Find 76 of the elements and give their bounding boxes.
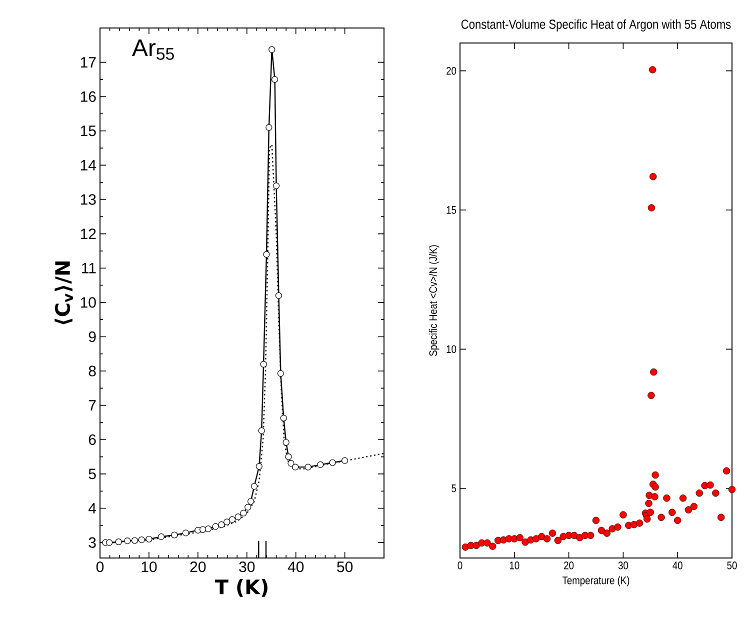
y-tick-label: 5 — [88, 468, 96, 480]
y-tick-label: 5 — [452, 484, 456, 492]
x-tick-label: 10 — [142, 562, 157, 572]
y-tick-label: 4 — [88, 503, 96, 514]
point — [200, 526, 206, 533]
point — [250, 482, 258, 490]
y-tick-label: 15 — [446, 206, 456, 214]
point — [228, 516, 236, 523]
point — [258, 427, 265, 434]
point — [248, 498, 254, 505]
point — [234, 514, 242, 520]
chart-title: Constant-Volume Specific Heat of Argon with 55 Atoms — [461, 19, 731, 32]
y-axis-title: Specific Heat <Cv>/N (J/K) — [428, 245, 440, 356]
y-tick-label: 9 — [88, 331, 96, 342]
point — [146, 536, 152, 542]
point — [182, 530, 189, 536]
point — [240, 510, 247, 516]
point — [285, 453, 292, 460]
x-tick-label: 40 — [672, 562, 682, 570]
y-tick-label: 14 — [80, 160, 96, 170]
point — [171, 532, 178, 538]
point — [342, 457, 348, 464]
point — [268, 46, 276, 53]
x-tick-label: 50 — [337, 562, 353, 572]
point — [138, 536, 145, 544]
point — [317, 461, 324, 468]
y-tick-label: 15 — [80, 126, 96, 136]
point — [256, 463, 262, 470]
point — [244, 504, 252, 511]
x-axis-title: T (K) — [214, 579, 268, 597]
x-tick-label: 30 — [618, 562, 628, 570]
y-tick-label: 20 — [446, 66, 456, 75]
point — [304, 464, 312, 470]
point — [212, 523, 219, 530]
point — [288, 460, 294, 467]
y-tick-label: 11 — [82, 262, 96, 274]
y-tick-label: 10 — [446, 345, 456, 354]
y-tick-label: 13 — [80, 194, 96, 205]
y-tick-label: 16 — [80, 91, 96, 102]
y-tick-label: 8 — [88, 366, 96, 376]
point — [224, 518, 230, 526]
point — [282, 439, 290, 446]
y-tick-label: 3 — [88, 537, 96, 548]
point — [260, 360, 267, 368]
point — [158, 533, 165, 540]
x-axis-title: Temperature (K) — [562, 576, 630, 586]
x-tick-label: 20 — [564, 562, 574, 570]
y-tick-label: 7 — [88, 400, 96, 410]
point — [277, 370, 284, 377]
x-tick-label: 0 — [458, 562, 462, 570]
point — [115, 538, 122, 546]
point — [329, 459, 336, 466]
x-tick-label: 30 — [239, 562, 255, 572]
y-tick-label: 12 — [80, 228, 96, 240]
point — [272, 182, 280, 190]
x-tick-label: 0 — [96, 562, 104, 572]
y-tick-label: 17 — [80, 57, 96, 68]
x-tick-label: 10 — [510, 562, 520, 570]
y-axis-title: ⟨C$_{v}$⟩/N — [54, 262, 73, 324]
point — [131, 537, 138, 544]
y-tick-label: 10 — [80, 297, 96, 308]
point — [266, 124, 272, 131]
point — [280, 414, 287, 422]
x-tick-label: 40 — [288, 562, 304, 572]
point — [292, 464, 299, 470]
y-tick-label: 6 — [88, 434, 96, 445]
point — [272, 76, 278, 83]
point — [275, 292, 282, 299]
point — [263, 251, 270, 258]
point — [204, 526, 212, 532]
point — [124, 538, 131, 544]
point — [218, 521, 225, 528]
x-tick-label: 20 — [190, 562, 206, 572]
point — [106, 539, 113, 546]
annotation: Ar$_{55}$ — [132, 39, 174, 60]
x-tick-label: 50 — [727, 562, 737, 570]
